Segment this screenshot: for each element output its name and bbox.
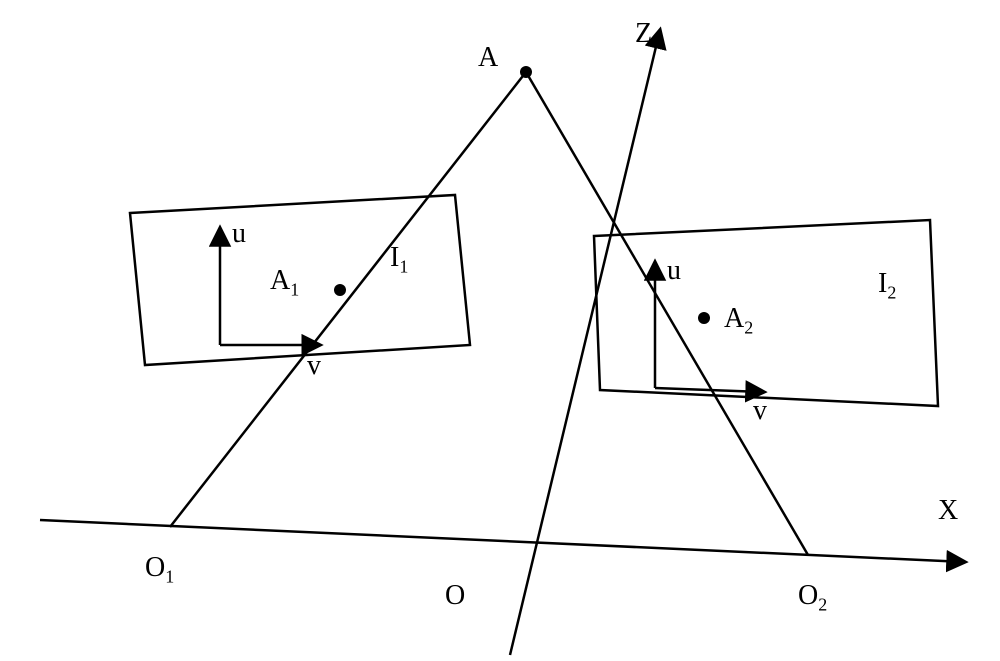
projection-line-2 [526,72,808,555]
x-axis [40,520,965,562]
label-o2: O2 [798,580,827,616]
i2-u-label: u [667,255,681,287]
i1-u-label: u [232,218,246,250]
label-o1: O1 [145,552,174,588]
image-plane-i1 [130,195,470,365]
z-axis [510,30,660,655]
i1-plane-label: I1 [390,242,408,278]
i2-plane-label: I2 [878,268,896,304]
label-a: A [478,42,498,74]
label-a2: A2 [724,303,753,339]
label-a1: A1 [270,265,299,301]
i1-v-label: v [307,350,321,382]
z-axis-label: Z [635,18,652,50]
point-a1 [334,284,346,296]
label-o: O [445,580,465,612]
point-a2 [698,312,710,324]
x-axis-label: X [938,495,958,527]
projection-line-1 [170,72,526,527]
i2-v-label: v [753,395,767,427]
image-plane-i2 [594,220,938,406]
point-a [520,66,532,78]
